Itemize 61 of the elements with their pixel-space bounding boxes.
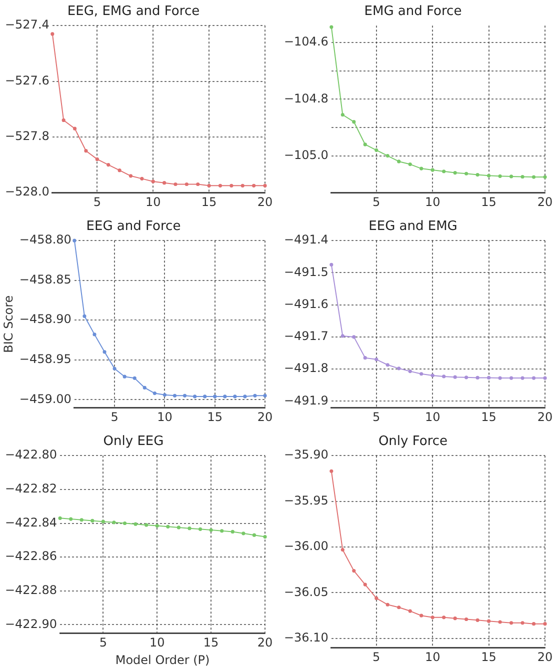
x-tick-label: 5 bbox=[372, 650, 380, 664]
x-tick-label: 20 bbox=[257, 194, 273, 209]
x-tick-label: 10 bbox=[424, 650, 440, 664]
x-tick-label: 20 bbox=[257, 410, 273, 424]
chart-title: Only Force bbox=[378, 434, 448, 450]
x-tick-label: 15 bbox=[207, 410, 222, 424]
chart-title: Only EEG bbox=[103, 434, 164, 450]
x-tick-label: 5 bbox=[93, 194, 101, 209]
y-tick-label: −458.85 bbox=[19, 272, 72, 286]
x-tick-label: 10 bbox=[149, 636, 165, 650]
chart-title: EEG, EMG and Force bbox=[67, 4, 200, 20]
y-tick-label: −422.86 bbox=[4, 549, 58, 564]
chart-title: EEG and Force bbox=[86, 219, 181, 234]
y-tick-label: −422.88 bbox=[4, 583, 58, 598]
y-tick-label: −104.6 bbox=[284, 34, 328, 49]
y-tick-label: −528.0 bbox=[4, 184, 50, 199]
x-tick-label: 5 bbox=[99, 636, 108, 650]
x-tick-label: 5 bbox=[372, 194, 380, 209]
y-tick-label: −35.95 bbox=[284, 493, 328, 508]
x-tick-label: 20 bbox=[537, 194, 553, 209]
y-tick-label: −422.84 bbox=[4, 515, 58, 530]
x-tick-label: 10 bbox=[145, 194, 161, 209]
x-tick-label: 5 bbox=[110, 410, 118, 424]
x-tick-label: 15 bbox=[481, 194, 496, 209]
chart-title: EMG and Force bbox=[364, 4, 462, 20]
y-tick-label: −491.4 bbox=[284, 232, 328, 247]
x-tick-label: 10 bbox=[424, 194, 440, 209]
y-tick-label: −527.8 bbox=[4, 129, 50, 144]
y-tick-label: −459.00 bbox=[19, 392, 72, 406]
y-tick-label: −104.8 bbox=[284, 91, 328, 106]
x-tick-label: 15 bbox=[201, 194, 217, 209]
y-tick-label: −527.4 bbox=[4, 18, 50, 32]
x-tick-label: 20 bbox=[537, 650, 553, 664]
y-tick-label: −458.80 bbox=[19, 232, 72, 247]
x-tick-label: 15 bbox=[481, 410, 496, 424]
y-tick-label: −36.10 bbox=[284, 630, 328, 645]
y-tick-label: −527.6 bbox=[4, 73, 50, 88]
x-tick-label: 10 bbox=[424, 410, 440, 424]
y-tick-label: −422.82 bbox=[4, 482, 58, 496]
y-tick-label: −422.80 bbox=[4, 448, 58, 462]
x-tick-label: 20 bbox=[257, 636, 273, 650]
y-tick-label: −491.7 bbox=[284, 329, 328, 344]
x-tick-label: 20 bbox=[537, 410, 553, 424]
y-tick-label: −36.00 bbox=[284, 539, 328, 554]
x-axis-title: Model Order (P) bbox=[115, 652, 210, 667]
y-tick-label: −491.9 bbox=[284, 393, 328, 408]
x-tick-label: 15 bbox=[203, 636, 219, 650]
y-tick-label: −105.0 bbox=[284, 148, 328, 162]
y-tick-label: −36.05 bbox=[284, 584, 328, 599]
y-axis-title: BIC Score bbox=[1, 295, 16, 353]
x-tick-label: 10 bbox=[157, 410, 172, 424]
y-tick-label: −458.90 bbox=[19, 312, 72, 326]
chart-title: EEG and EMG bbox=[368, 219, 458, 234]
x-tick-label: 15 bbox=[481, 650, 496, 664]
x-tick-label: 5 bbox=[372, 410, 380, 424]
y-tick-label: −491.8 bbox=[284, 361, 328, 376]
y-tick-label: −491.6 bbox=[284, 296, 328, 311]
y-tick-label: −458.95 bbox=[19, 352, 72, 366]
y-tick-label: −422.90 bbox=[4, 616, 58, 631]
y-tick-label: −491.5 bbox=[284, 264, 328, 279]
y-tick-label: −35.90 bbox=[284, 448, 328, 462]
